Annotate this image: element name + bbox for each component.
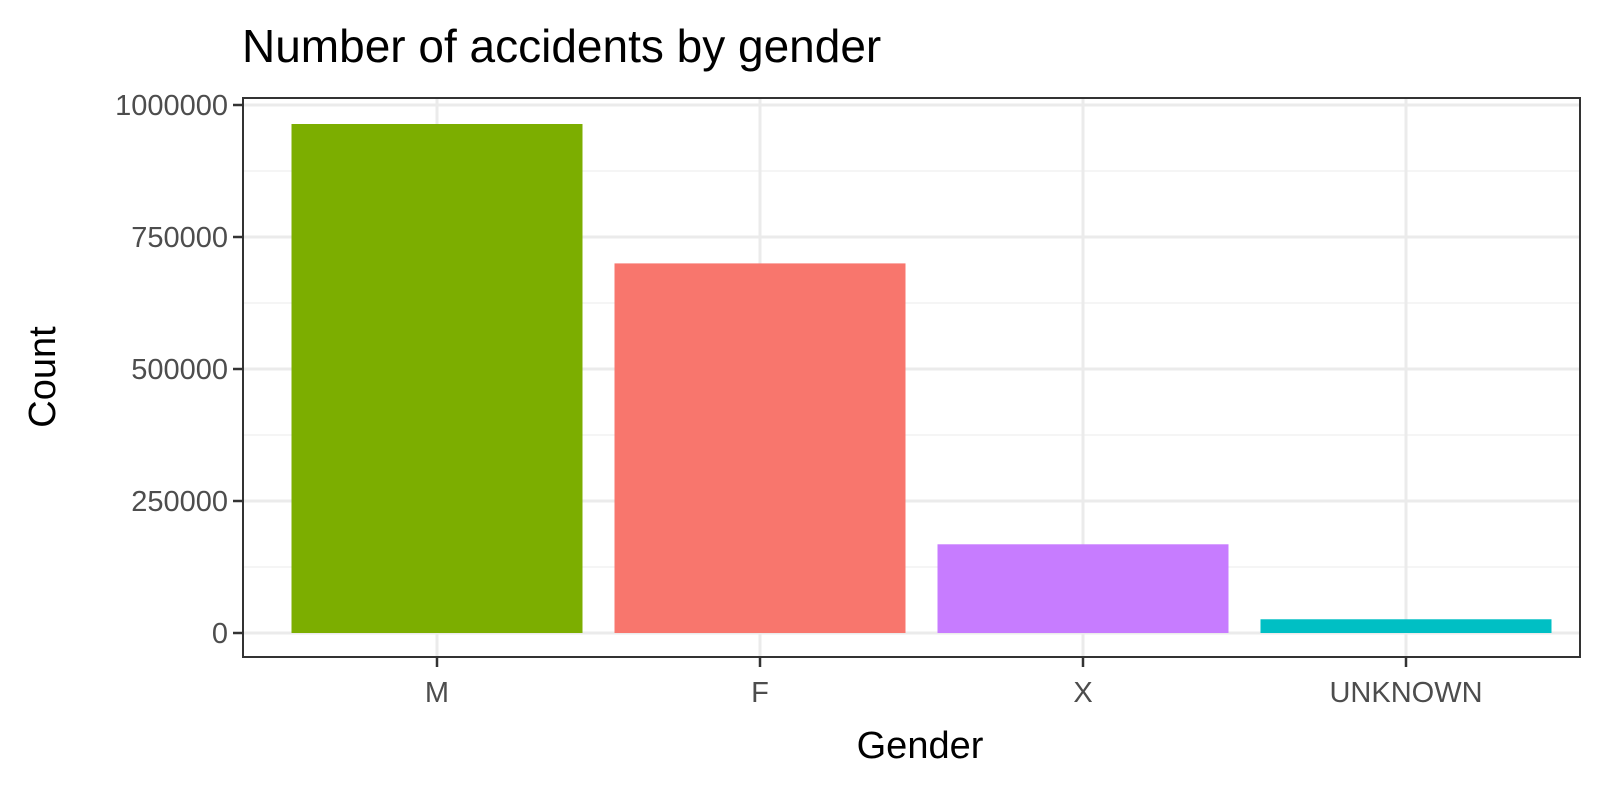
x-axis: M F X UNKNOWN xyxy=(425,657,1483,709)
y-tick-label: 1000000 xyxy=(115,90,228,122)
y-tick-label: 0 xyxy=(212,618,228,650)
bars xyxy=(291,124,1552,634)
y-tick-label: 750000 xyxy=(131,222,228,254)
x-axis-title: Gender xyxy=(857,725,984,767)
x-tick-label: UNKNOWN xyxy=(1329,677,1482,709)
chart-title: Number of accidents by gender xyxy=(242,20,881,72)
x-tick-label: F xyxy=(751,677,769,709)
x-tick-label: X xyxy=(1073,677,1092,709)
bar-x xyxy=(937,544,1229,633)
plot-panel xyxy=(242,97,1581,658)
bar-f xyxy=(614,263,906,633)
x-tick-label: M xyxy=(425,677,449,709)
bar-m xyxy=(291,124,583,634)
bar-unknown xyxy=(1260,619,1552,633)
panel-border xyxy=(242,97,1581,658)
y-axis: 0 250000 500000 750000 1000000 xyxy=(115,90,243,650)
y-axis-title: Count xyxy=(22,326,64,428)
y-tick-label: 500000 xyxy=(131,354,228,386)
y-tick-label: 250000 xyxy=(131,486,228,518)
